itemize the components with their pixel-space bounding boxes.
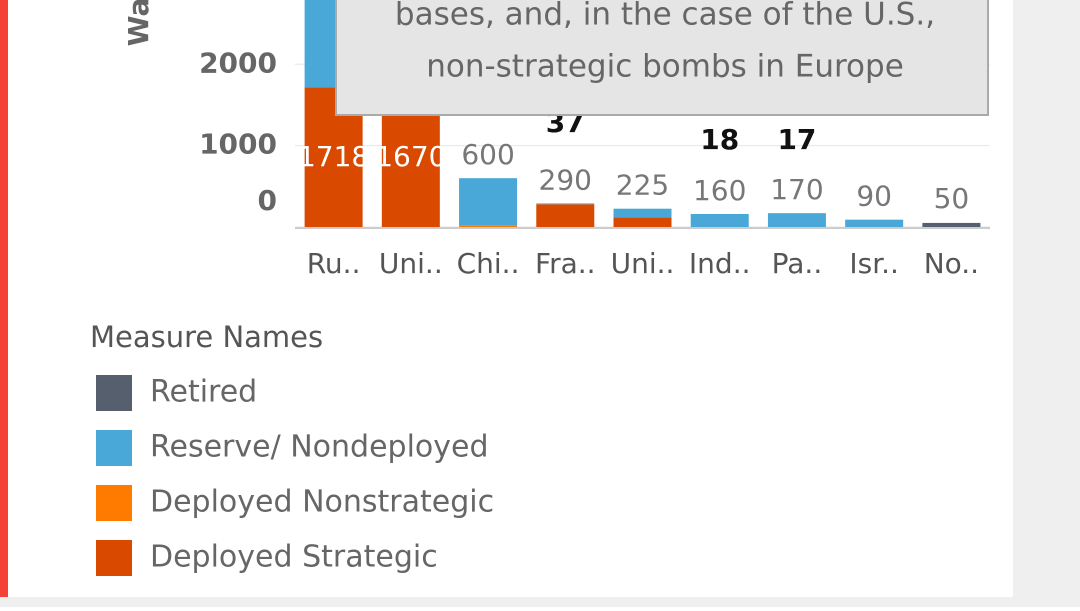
bar-segment [536, 203, 595, 205]
y-tick-label: 0 [258, 184, 277, 217]
y-axis-title: Wa [122, 0, 155, 46]
total-label: 290 [539, 163, 592, 196]
legend-swatch [96, 485, 132, 521]
x-tick-label: No.. [924, 247, 979, 280]
legend-swatch [96, 540, 132, 576]
tooltip-line: bases, and, in the case of the U.S., [395, 0, 935, 33]
bottom-margin [0, 597, 1080, 607]
x-tick-label: Ru.. [307, 247, 361, 280]
total-label: 225 [616, 169, 669, 202]
bar-segment [690, 213, 749, 227]
x-tick-label: Isr.. [849, 247, 899, 280]
y-tick-label: 2000 [199, 46, 277, 79]
legend: Retired Reserve/ Nondeployed Deployed Nons… [96, 375, 494, 576]
side-margin [1013, 0, 1080, 607]
y-tick-label: 1000 [199, 128, 277, 161]
bar-segment [459, 178, 518, 226]
tooltip: bases, and, in the case of the U.S., non… [335, 0, 989, 116]
legend-swatch [96, 430, 132, 466]
segment-label: 1718 [298, 140, 369, 173]
total-label: 170 [770, 173, 823, 206]
bar-segment [767, 213, 826, 227]
legend-label: Deployed Nonstrategic [150, 485, 494, 520]
x-tick-label: Chi.. [457, 247, 520, 280]
annotation: 18 [700, 123, 739, 156]
bar-segment [613, 217, 672, 227]
tooltip-line: non-strategic bombs in Europe [426, 49, 904, 85]
bar-segment [459, 225, 518, 227]
x-tick-label: Fra.. [535, 247, 596, 280]
total-label: 50 [934, 182, 970, 215]
x-tick-label: Pa.. [772, 247, 823, 280]
bar-segment [922, 222, 981, 227]
segment-label: 1670 [375, 140, 446, 173]
legend-label: Reserve/ Nondeployed [150, 430, 489, 465]
legend-swatch [96, 375, 132, 411]
legend-label: Retired [150, 375, 257, 410]
x-tick-label: Uni.. [379, 247, 443, 280]
bar-segment [536, 204, 595, 227]
tooltip-box [335, 0, 989, 116]
total-label: 90 [856, 180, 892, 213]
total-label: 600 [461, 138, 514, 171]
bar-segment [845, 219, 904, 227]
x-tick-label: Uni.. [611, 247, 675, 280]
annotation: 17 [777, 123, 816, 156]
legend-label: Deployed Strategic [150, 540, 438, 575]
legend-title: Measure Names [90, 320, 323, 354]
side-strip [0, 0, 8, 607]
bar-segment [613, 208, 672, 218]
x-tick-label: Ind.. [689, 247, 751, 280]
total-label: 160 [693, 174, 746, 207]
